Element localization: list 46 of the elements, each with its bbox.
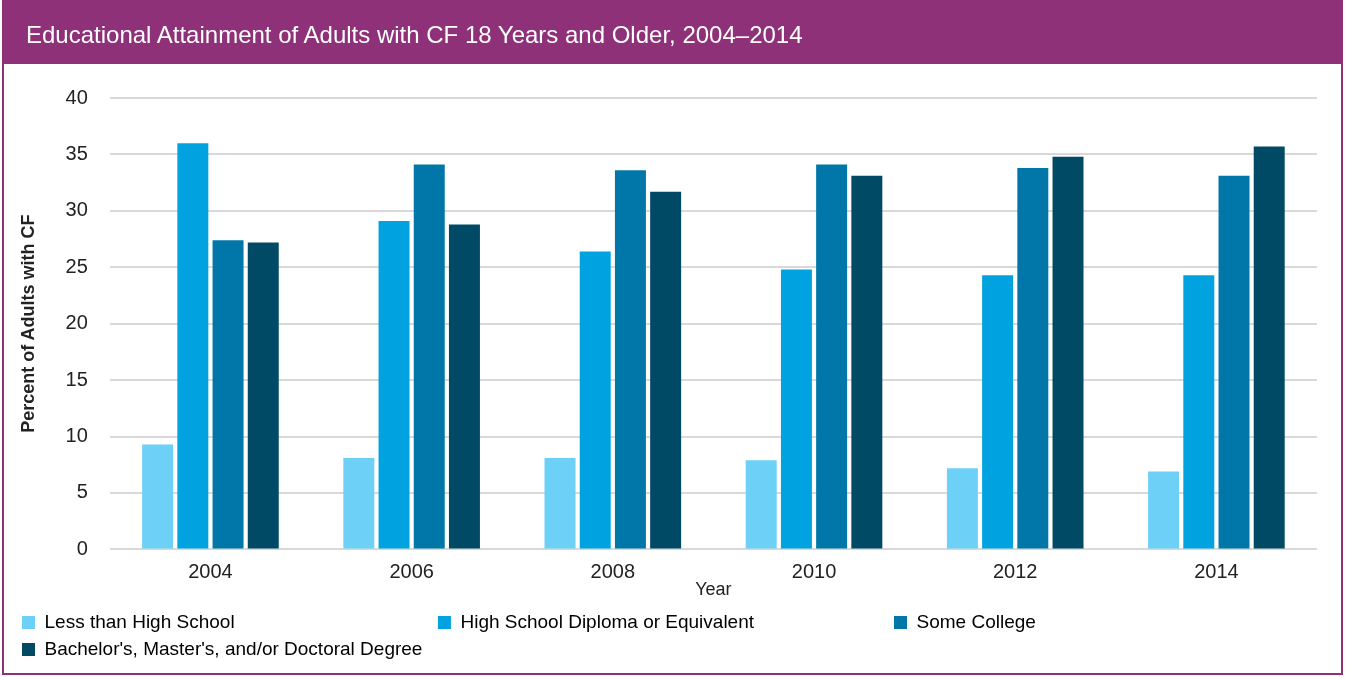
bar (413, 164, 445, 549)
bar (1017, 167, 1049, 549)
bar (982, 275, 1014, 549)
bar (745, 460, 777, 549)
chart-title: Educational Attainment of Adults with CF 18 Years and Older, 2004–2014 (4, 0, 1341, 64)
bar (1052, 156, 1084, 549)
x-tick-label: 2010 (791, 559, 837, 582)
y-tick-label: 25 (65, 254, 88, 277)
y-axis-title: Percent of Adults with CF (17, 214, 38, 433)
y-tick-label: 30 (65, 198, 88, 221)
y-tick-label: 0 (76, 536, 88, 559)
y-tick-label: 15 (65, 367, 88, 390)
bar (851, 175, 883, 549)
x-tick-label: 2004 (188, 559, 233, 582)
x-tick-label: 2014 (1194, 559, 1239, 582)
bar (544, 457, 576, 549)
legend-label: Bachelor's, Master's, and/or Doctoral Degree (44, 637, 497, 659)
bar (816, 164, 848, 549)
bar (343, 457, 375, 549)
bar (1148, 471, 1180, 549)
bar (142, 444, 174, 549)
bar (212, 240, 244, 549)
y-tick-label: 10 (65, 424, 88, 447)
bar (614, 170, 646, 549)
bar (1183, 275, 1215, 549)
x-axis-title: Year (695, 579, 732, 600)
bar (579, 251, 611, 549)
bar (946, 468, 978, 549)
bar (247, 242, 279, 549)
bar (1218, 175, 1250, 549)
y-tick-label: 35 (65, 141, 88, 164)
x-tick-label: 2012 (992, 559, 1038, 582)
y-tick-label: 20 (65, 311, 88, 334)
legend-label: Some College (916, 610, 1279, 632)
bar (650, 191, 682, 549)
bar (1253, 146, 1285, 549)
bar (378, 221, 410, 549)
y-tick-label: 40 (65, 85, 88, 108)
y-tick-label: 5 (76, 480, 88, 503)
bar (780, 269, 812, 549)
x-tick-label: 2008 (590, 559, 636, 582)
x-tick-label: 2006 (389, 559, 434, 582)
bar (448, 224, 480, 549)
legend-label: Less than High School (44, 610, 430, 632)
legend-label: High School Diploma or Equivalent (460, 610, 887, 632)
bar (177, 143, 209, 549)
